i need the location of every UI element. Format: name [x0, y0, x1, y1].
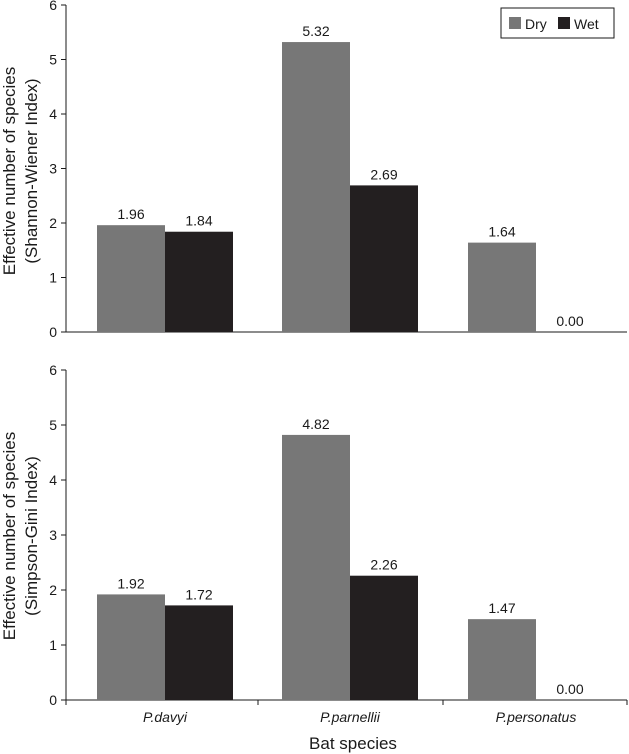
y-tick-label: 3 — [49, 161, 57, 177]
bar-wet — [350, 575, 418, 700]
data-label-wet: 1.72 — [185, 586, 212, 602]
bar-dry — [282, 42, 350, 333]
bar-dry — [282, 434, 350, 700]
y-tick-label: 1 — [49, 637, 57, 653]
category-label: P.parnellii — [320, 709, 381, 725]
bar-wet — [350, 185, 418, 332]
y-tick-label: 3 — [49, 527, 57, 543]
y-tick-label: 4 — [49, 106, 57, 122]
data-label-dry: 1.92 — [117, 575, 144, 591]
bar-dry — [468, 619, 536, 700]
data-label-dry: 5.32 — [302, 23, 329, 39]
bar-dry — [468, 242, 536, 332]
y-tick-label: 5 — [49, 52, 57, 68]
data-label-wet: 1.84 — [185, 213, 212, 229]
y-tick-label: 2 — [49, 582, 57, 598]
legend: Dry Wet — [500, 7, 615, 39]
legend-label-wet: Wet — [574, 16, 599, 32]
y-tick-label: 6 — [49, 0, 57, 13]
shannon-wiener-panel: Effective number of species (Shannon-Wie… — [0, 0, 627, 340]
bar-dry — [97, 594, 165, 700]
data-label-wet: 2.26 — [370, 557, 397, 573]
legend-label-dry: Dry — [525, 16, 547, 32]
bar-dry — [97, 225, 165, 332]
data-label-dry: 1.96 — [117, 206, 144, 222]
y-axis-label-line2: (Shannon-Wiener Index) — [22, 78, 41, 263]
y-tick-label: 0 — [49, 692, 57, 708]
category-label: P.personatus — [496, 709, 577, 725]
y-axis-label-line2: (Simpson-Gini Index) — [22, 456, 41, 616]
x-axis-label: Bat species — [309, 734, 397, 753]
data-label-dry: 1.64 — [488, 224, 515, 240]
y-tick-label: 2 — [49, 215, 57, 231]
y-tick-label: 6 — [49, 362, 57, 378]
y-tick-label: 1 — [49, 270, 57, 286]
legend-swatch-wet — [558, 17, 570, 29]
y-tick-label: 5 — [49, 417, 57, 433]
category-label: P.davyi — [143, 709, 188, 725]
legend-swatch-dry — [509, 17, 521, 29]
y-axis-label-line1: Effective number of species — [0, 67, 19, 276]
simpson-gini-panel: Effective number of species (Simpson-Gin… — [0, 362, 628, 753]
data-label-wet: 0.00 — [556, 313, 583, 329]
y-tick-label: 0 — [49, 324, 57, 340]
y-axis-label-line1: Effective number of species — [0, 432, 19, 641]
data-label-wet: 2.69 — [370, 166, 397, 182]
bar-wet — [165, 231, 233, 332]
data-label-dry: 1.47 — [488, 600, 515, 616]
data-label-wet: 0.00 — [556, 681, 583, 697]
y-tick-label: 4 — [49, 472, 57, 488]
bar-wet — [165, 605, 233, 700]
data-label-dry: 4.82 — [302, 416, 329, 432]
